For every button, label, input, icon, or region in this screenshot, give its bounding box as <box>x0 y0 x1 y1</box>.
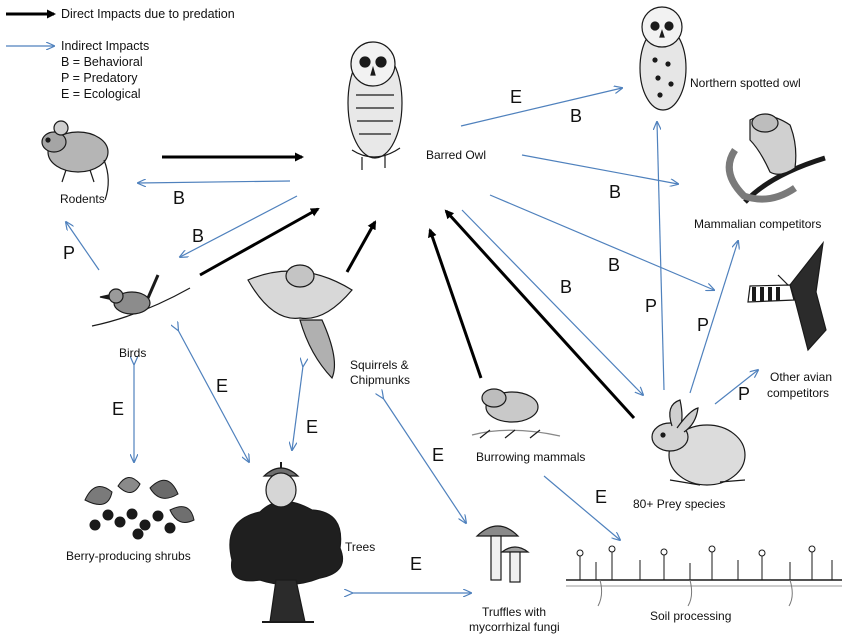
impact-letter-b: B <box>560 277 573 297</box>
indirect-arrow-squirrels-trees <box>292 366 303 450</box>
node-label-rodents: Rodents <box>60 192 105 206</box>
impact-letter-b: B <box>608 255 621 275</box>
impact-letter-p: P <box>645 296 658 316</box>
node-label-spotted-owl: Northern spotted owl <box>690 76 801 90</box>
impact-letter-b: B <box>192 226 205 246</box>
node-label-barred-owl: Barred Owl <box>426 148 487 162</box>
spotted-owl-illustration <box>639 6 687 111</box>
acorn-illustration <box>262 462 300 508</box>
indirect-arrow-owl-avian <box>489 194 714 290</box>
prey-rabbit-illustration <box>651 399 746 486</box>
impact-letter-p: P <box>63 243 76 263</box>
node-label-squirrels-1: Squirrels & <box>350 358 409 372</box>
direct-arrow-squirrels-owl <box>345 220 377 273</box>
truffle-mushroom-illustration <box>475 525 530 583</box>
node-label-truffles-1: Truffles with <box>482 605 547 619</box>
direct-arrow-prey-owl <box>444 209 636 420</box>
node-label-burrowing: Burrowing mammals <box>476 450 586 464</box>
node-label-truffles-2: mycorrhizal fungi <box>469 620 560 634</box>
impact-letter-e: E <box>510 87 523 107</box>
impact-letter-e: E <box>216 376 229 396</box>
node-label-avian-1: Other avian <box>770 370 833 384</box>
impact-letter-b: B <box>570 106 583 126</box>
node-label-avian-2: competitors <box>767 386 830 400</box>
indirect-arrow-squirrels-truffles <box>383 398 466 523</box>
legend-key-behavioral: B = Behavioral <box>61 55 143 69</box>
barred-owl-illustration <box>347 41 403 170</box>
impact-letter-e: E <box>410 554 423 574</box>
flying-squirrel-illustration <box>247 264 353 380</box>
node-label-berry: Berry-producing shrubs <box>66 549 191 563</box>
node-label-squirrels-2: Chipmunks <box>350 373 411 387</box>
impact-letter-p: P <box>738 384 751 404</box>
indirect-arrow-owl-mammalian <box>521 154 678 184</box>
indirect-arrow-birds-rodents <box>66 222 100 271</box>
rodent-illustration <box>41 120 109 201</box>
impact-letter-b: B <box>173 188 186 208</box>
impact-letter-p: P <box>697 315 710 335</box>
node-label-mammalian: Mammalian competitors <box>694 217 822 231</box>
bird-illustration <box>91 274 191 327</box>
indirect-arrow-prey-spotted <box>657 122 665 391</box>
soil-illustration <box>566 545 842 607</box>
legend-key-ecological: E = Ecological <box>61 87 141 101</box>
indirect-arrow-birds-trees <box>178 330 249 462</box>
mammalian-competitor-illustration <box>725 113 826 204</box>
node-label-trees: Trees <box>345 540 376 554</box>
node-label-soil: Soil processing <box>650 609 732 623</box>
legend-key-predatory: P = Predatory <box>61 71 138 85</box>
impact-letter-e: E <box>432 445 445 465</box>
impact-letter-e: E <box>112 399 125 419</box>
node-label-birds: Birds <box>119 346 147 360</box>
indirect-arrow-owl-prey <box>461 209 643 395</box>
indirect-arrow-owl-spotted <box>460 88 622 127</box>
impact-letter-e: E <box>306 417 319 437</box>
indirect-arrow-owl-birds <box>180 195 298 257</box>
burrowing-mammal-illustration <box>471 388 561 439</box>
indirect-arrow-prey-mammalian <box>689 241 738 394</box>
direct-arrow-birds-owl <box>199 207 320 277</box>
impact-letter-e: E <box>595 487 608 507</box>
legend-direct-label: Direct Impacts due to predation <box>61 7 235 21</box>
avian-competitor-illustration <box>747 240 827 352</box>
indirect-arrow-owl-rodents <box>138 181 291 183</box>
indirect-arrow-burrowing-soil <box>543 475 620 540</box>
direct-arrow-burrowing-owl <box>428 228 483 379</box>
tree-illustration <box>229 500 344 623</box>
impact-letter-b: B <box>609 182 622 202</box>
berry-shrub-illustration <box>84 477 195 540</box>
node-label-prey: 80+ Prey species <box>633 497 726 511</box>
legend-indirect-label: Indirect Impacts <box>61 39 150 53</box>
indirect-arrow-prey-avian <box>714 370 758 405</box>
